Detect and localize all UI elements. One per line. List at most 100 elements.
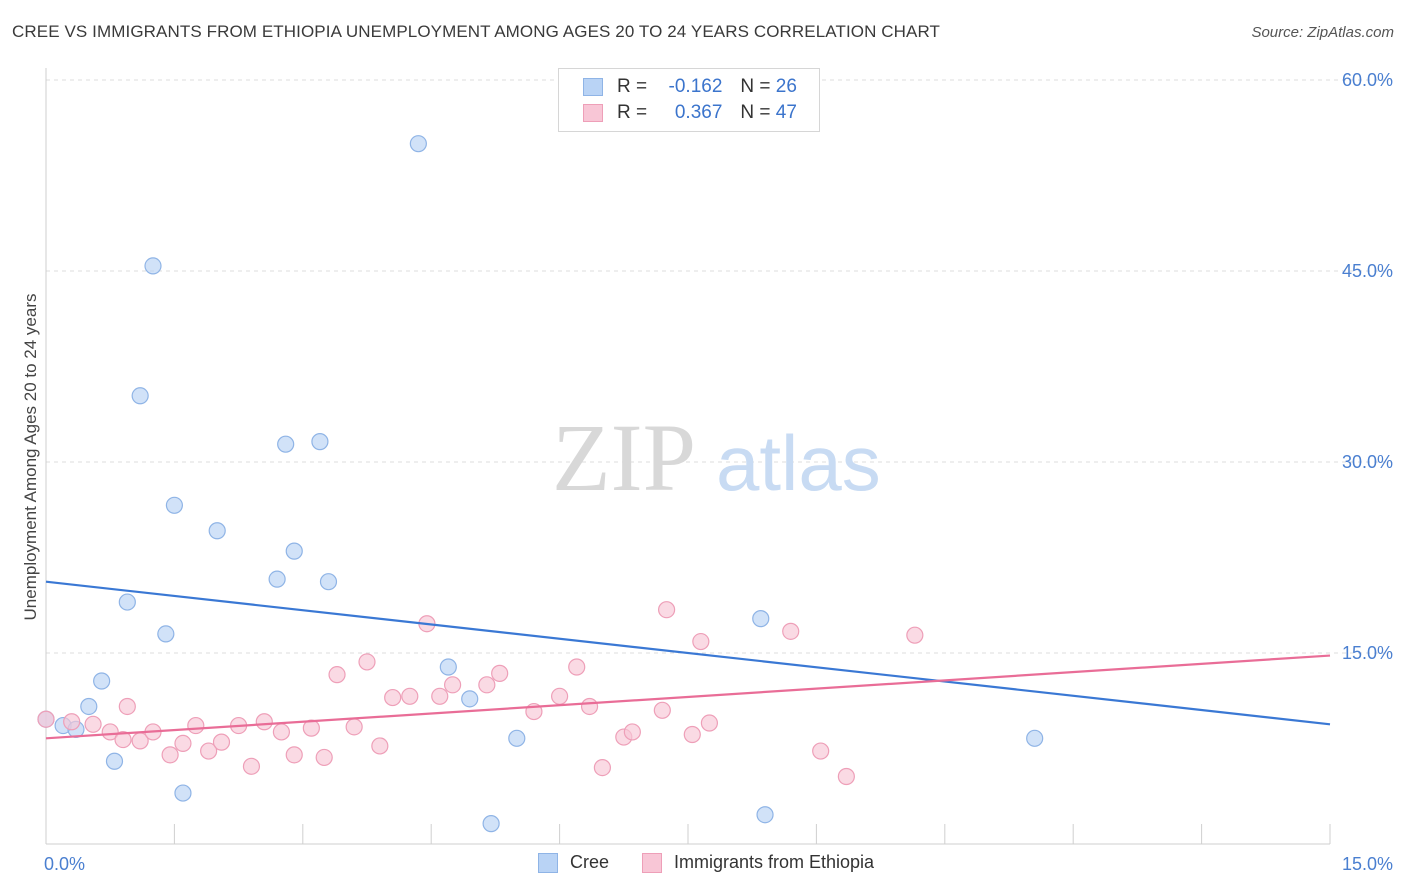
legend-r-value: 0.367	[674, 102, 723, 123]
legend-r-label: R =	[617, 76, 648, 97]
ethiopia-point-46	[906, 626, 924, 644]
ethiopia-point-32	[550, 687, 569, 705]
trend-line-cree	[45, 580, 1331, 726]
cree-point-8	[144, 257, 162, 275]
ethiopia-point-44	[812, 742, 830, 760]
ethiopia-point-28	[444, 676, 462, 694]
cree-point-9	[157, 625, 175, 643]
cree-point-6	[118, 593, 136, 611]
ethiopia-point-16	[272, 723, 290, 741]
ethiopia-point-12	[212, 733, 231, 751]
ethiopia-point-15	[255, 713, 273, 731]
gridlines	[46, 79, 1392, 654]
source-label: Source: ZipAtlas.com	[1251, 24, 1394, 41]
ethiopia-point-45	[837, 767, 855, 786]
ethiopia-point-24	[384, 688, 402, 707]
cree-point-16	[311, 433, 329, 451]
ethiopia-point-29	[478, 676, 496, 694]
legend-r-value: -0.162	[668, 76, 723, 97]
y-tick-label-2: 45.0%	[1342, 261, 1393, 281]
cree-point-4	[93, 672, 111, 690]
ethiopia-point-39	[657, 601, 676, 619]
cree-point-14	[277, 435, 295, 453]
ethiopia-point-25	[401, 687, 419, 705]
ethiopia-point-34	[580, 697, 599, 716]
cree-point-13	[268, 570, 286, 588]
cree-point-18	[409, 135, 427, 153]
ethiopia-point-10	[187, 716, 205, 735]
cree-point-11	[174, 784, 192, 802]
ethiopia-point-27	[431, 687, 449, 705]
cree-point-5	[105, 752, 124, 770]
y-tick-label-1: 30.0%	[1342, 452, 1393, 472]
legend-row-cree: R = -0.162 N = 26	[583, 74, 797, 100]
watermark: ZIP atlas	[552, 404, 881, 511]
correlation-legend: R = -0.162 N = 26 R = 0.367 N = 47	[558, 68, 820, 132]
cree-point-7	[131, 387, 149, 405]
ethiopia-point-3	[101, 723, 119, 741]
legend-n-value: 47	[775, 102, 797, 123]
legend-n-label: N =	[740, 76, 771, 97]
bottom-legend-ethiopia: Immigrants from Ethiopia	[642, 852, 874, 873]
bottom-legend-label-cree: Cree	[570, 852, 610, 872]
legend-swatch-cree	[583, 78, 603, 96]
ethiopia-point-35	[593, 758, 612, 777]
ethiopia-point-30	[491, 664, 509, 682]
cree-point-12	[208, 522, 226, 540]
cree-point-15	[285, 542, 303, 560]
ethiopia-point-14	[242, 757, 261, 775]
ethiopia-point-9	[174, 734, 192, 753]
cree-point-21	[482, 815, 500, 833]
ethiopia-point-20	[328, 666, 346, 684]
ethiopia-point-2	[84, 715, 102, 733]
legend-n-value: 26	[775, 76, 797, 97]
bottom-legend-label-ethiopia: Immigrants from Ethiopia	[674, 852, 875, 872]
ethiopia-point-8	[161, 746, 179, 764]
x-tick-label-0: 0.0%	[44, 854, 85, 874]
chart-title: CREE VS IMMIGRANTS FROM ETHIOPIA UNEMPLO…	[12, 22, 941, 41]
ethiopia-point-38	[653, 701, 671, 719]
y-tick-labels: 15.0% 30.0% 45.0% 60.0%	[1342, 70, 1393, 663]
ethiopia-point-42	[700, 714, 719, 732]
bottom-legend-swatch-ethiopia	[642, 852, 662, 873]
cree-point-22	[508, 729, 526, 747]
x-tick-labels: 0.0% 15.0%	[44, 854, 1393, 874]
bottom-legend-swatch-cree	[538, 852, 558, 873]
cree-point-3	[80, 697, 98, 716]
legend-r-label: R =	[617, 102, 648, 123]
trend-lines	[45, 580, 1331, 740]
ethiopia-point-0	[37, 710, 55, 728]
legend-swatch-ethiopia	[583, 104, 603, 122]
trend-line-ethiopia	[45, 654, 1331, 740]
watermark-atlas: atlas	[716, 419, 881, 507]
y-tick-label-3: 60.0%	[1342, 70, 1393, 90]
ethiopia-point-19	[315, 748, 333, 767]
ethiopia-point-17	[285, 746, 303, 764]
bottom-legend-cree: Cree	[538, 852, 609, 873]
y-axis-label: Unemployment Among Ages 20 to 24 years	[21, 294, 40, 621]
series-cree	[37, 135, 1044, 833]
cree-point-20	[461, 690, 479, 708]
ethiopia-point-11	[200, 742, 218, 760]
ethiopia-point-1	[63, 713, 81, 731]
ethiopia-point-33	[568, 658, 586, 676]
cree-point-25	[1026, 729, 1044, 747]
legend-row-ethiopia: R = 0.367 N = 47	[583, 100, 797, 126]
ethiopia-point-4	[114, 730, 132, 749]
x-tick-label-1: 15.0%	[1342, 854, 1393, 874]
cree-point-23	[752, 610, 770, 628]
ethiopia-point-37	[623, 723, 641, 741]
y-tick-label-0: 15.0%	[1342, 643, 1393, 663]
legend-n-label: N =	[740, 102, 771, 123]
ethiopia-point-23	[371, 737, 389, 755]
ethiopia-point-43	[782, 622, 800, 640]
ethiopia-point-40	[683, 725, 701, 744]
ethiopia-point-41	[692, 632, 710, 651]
ethiopia-point-22	[358, 653, 376, 671]
cree-point-10	[165, 496, 183, 514]
ethiopia-point-5	[118, 697, 136, 716]
cree-point-24	[756, 806, 774, 824]
watermark-zip: ZIP	[552, 404, 696, 511]
cree-point-17	[319, 573, 338, 591]
